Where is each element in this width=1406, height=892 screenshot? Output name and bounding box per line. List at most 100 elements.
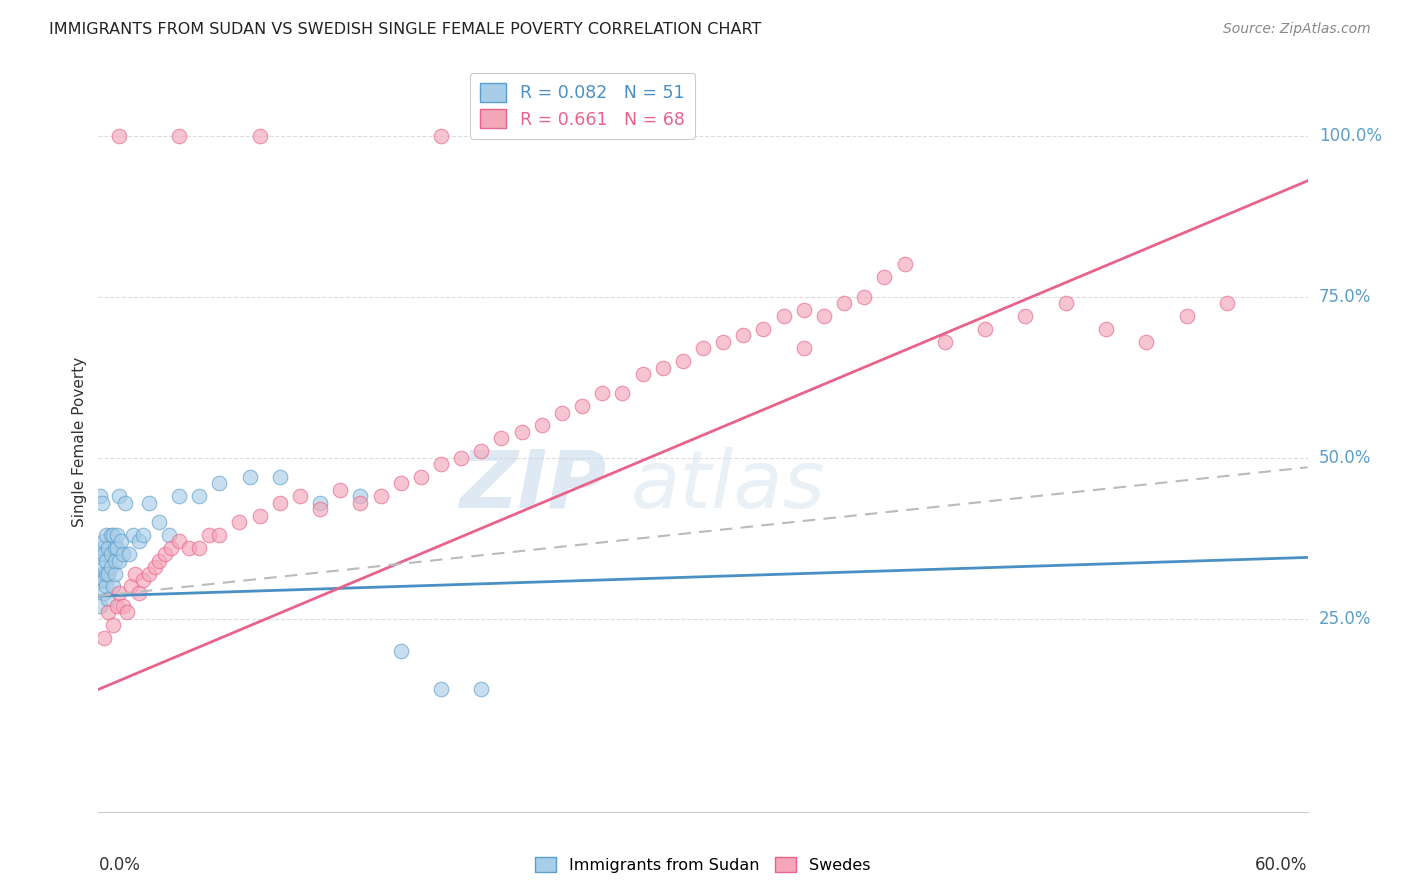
Point [93,560,115,574]
Point [120,579,142,593]
Point [138,566,160,581]
Point [107,489,129,503]
Point [510,425,533,439]
Point [430,128,453,143]
Point [329,483,352,497]
Point [288,489,311,503]
Point [1135,334,1157,349]
Point [114,496,136,510]
Legend: R = 0.082   N = 51, R = 0.661   N = 68: R = 0.082 N = 51, R = 0.661 N = 68 [470,72,696,139]
Point [450,450,472,465]
Point [389,644,412,658]
Point [96,579,118,593]
Point [91,541,114,555]
Point [179,541,201,555]
Legend: Immigrants from Sudan, Swedes: Immigrants from Sudan, Swedes [529,851,877,880]
Point [91,566,114,581]
Point [89,489,111,503]
Point [1014,309,1036,323]
Text: 60.0%: 60.0% [1256,856,1308,874]
Point [470,444,492,458]
Point [1175,309,1198,323]
Point [97,541,120,555]
Point [91,547,114,561]
Point [198,528,221,542]
Point [101,528,124,542]
Point [409,470,432,484]
Point [93,586,115,600]
Point [143,560,166,574]
Point [470,682,492,697]
Point [97,592,120,607]
Point [93,547,115,561]
Text: Source: ZipAtlas.com: Source: ZipAtlas.com [1223,22,1371,37]
Point [551,406,574,420]
Point [188,489,211,503]
Point [873,270,896,285]
Point [591,386,613,401]
Point [813,309,835,323]
Point [934,334,956,349]
Point [1095,322,1118,336]
Point [148,554,170,568]
Point [93,573,115,587]
Text: 25.0%: 25.0% [1319,609,1371,628]
Point [893,258,915,272]
Point [105,599,128,613]
Point [160,541,183,555]
Point [571,399,593,413]
Point [103,554,125,568]
Point [157,528,180,542]
Text: ZIP: ZIP [458,447,606,525]
Point [188,541,211,555]
Point [389,476,412,491]
Text: 50.0%: 50.0% [1319,449,1371,467]
Point [110,534,132,549]
Point [153,547,176,561]
Point [228,515,250,529]
Point [853,290,876,304]
Y-axis label: Single Female Poverty: Single Female Poverty [72,357,87,526]
Point [239,470,262,484]
Point [269,470,291,484]
Point [349,489,371,503]
Point [249,508,271,523]
Point [105,528,128,542]
Point [167,128,190,143]
Point [1054,296,1077,310]
Point [107,554,129,568]
Point [96,528,118,542]
Point [711,334,734,349]
Point [100,547,122,561]
Point [148,515,170,529]
Point [430,457,453,471]
Point [96,566,118,581]
Point [128,534,150,549]
Point [793,341,815,355]
Point [121,528,143,542]
Point [772,309,794,323]
Point [97,566,120,581]
Point [103,566,125,581]
Point [118,547,141,561]
Point [167,534,190,549]
Point [105,541,128,555]
Point [103,541,125,555]
Point [124,566,146,581]
Point [93,631,115,645]
Point [530,418,553,433]
Point [370,489,392,503]
Point [101,618,124,632]
Point [91,496,114,510]
Point [1216,296,1239,310]
Point [100,560,122,574]
Point [167,489,190,503]
Point [430,682,453,697]
Point [793,302,815,317]
Point [832,296,855,310]
Point [612,386,634,401]
Point [97,605,120,619]
Point [91,573,114,587]
Point [128,586,150,600]
Text: 0.0%: 0.0% [98,856,141,874]
